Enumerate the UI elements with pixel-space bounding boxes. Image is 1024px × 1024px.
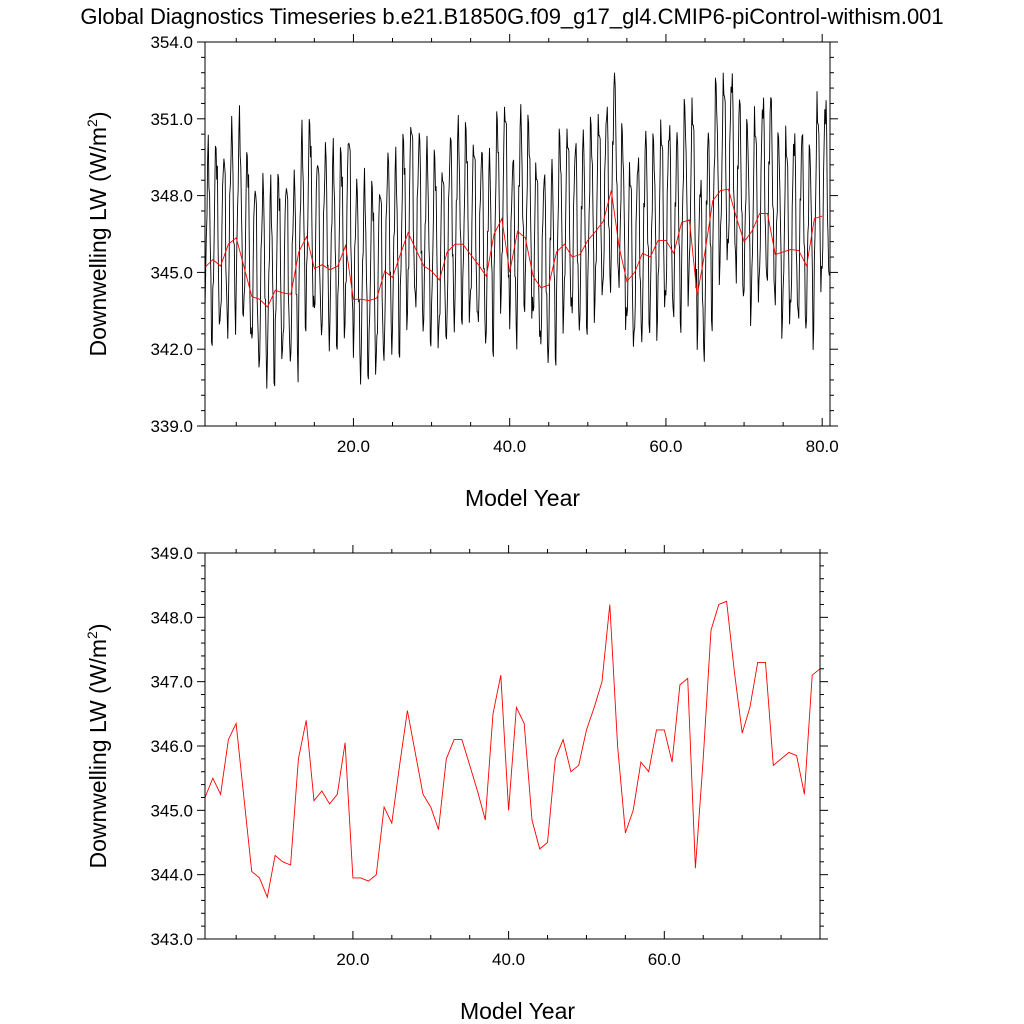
y-tick-label: 347.0 (150, 673, 193, 692)
y-tick-label: 354.0 (150, 33, 193, 52)
x-tick-label: 40.0 (493, 437, 526, 456)
y-tick-label: 339.0 (150, 417, 193, 436)
x-tick-label: 60.0 (649, 437, 682, 456)
y-tick-label: 349.0 (150, 544, 193, 563)
bottom-plot: 20.0 40.0 60.0 343.0 344.0 345.0 346.0 347.0 348… (84, 544, 828, 1024)
x-tick-label: 20.0 (336, 950, 369, 969)
y-tick-label: 344.0 (150, 866, 193, 885)
plot-frame (204, 41, 831, 427)
y-tick-label: 348.0 (150, 608, 193, 627)
x-tick-label: 20.0 (337, 437, 370, 456)
y-tick-label: 345.0 (150, 263, 193, 282)
x-tick-label: 80.0 (806, 437, 839, 456)
x-axis-label: Model Year (460, 998, 575, 1024)
x-tick-label: 40.0 (492, 950, 525, 969)
y-axis-label: Downwelling LW (W/m2) (84, 623, 111, 868)
series-line-1 (204, 188, 823, 308)
y-tick-label: 351.0 (150, 110, 193, 129)
y-tick-label: 345.0 (150, 801, 193, 820)
y-tick-label: 343.0 (150, 930, 193, 949)
y-tick-label: 342.0 (150, 340, 193, 359)
y-tick-label: 348.0 (150, 187, 193, 206)
x-axis-label: Model Year (465, 485, 580, 511)
series-line-0 (204, 600, 821, 899)
top-plot: 20.0 40.0 60.0 80.0 339.0 342.0 345.0 348.0 351.… (84, 33, 839, 511)
x-tick-label: 60.0 (648, 950, 681, 969)
y-axis-label: Downwelling LW (W/m2) (84, 111, 111, 356)
figure-title: Global Diagnostics Timeseries b.e21.B185… (80, 4, 943, 29)
y-tick-label: 346.0 (150, 737, 193, 756)
series-line-0 (204, 72, 830, 389)
